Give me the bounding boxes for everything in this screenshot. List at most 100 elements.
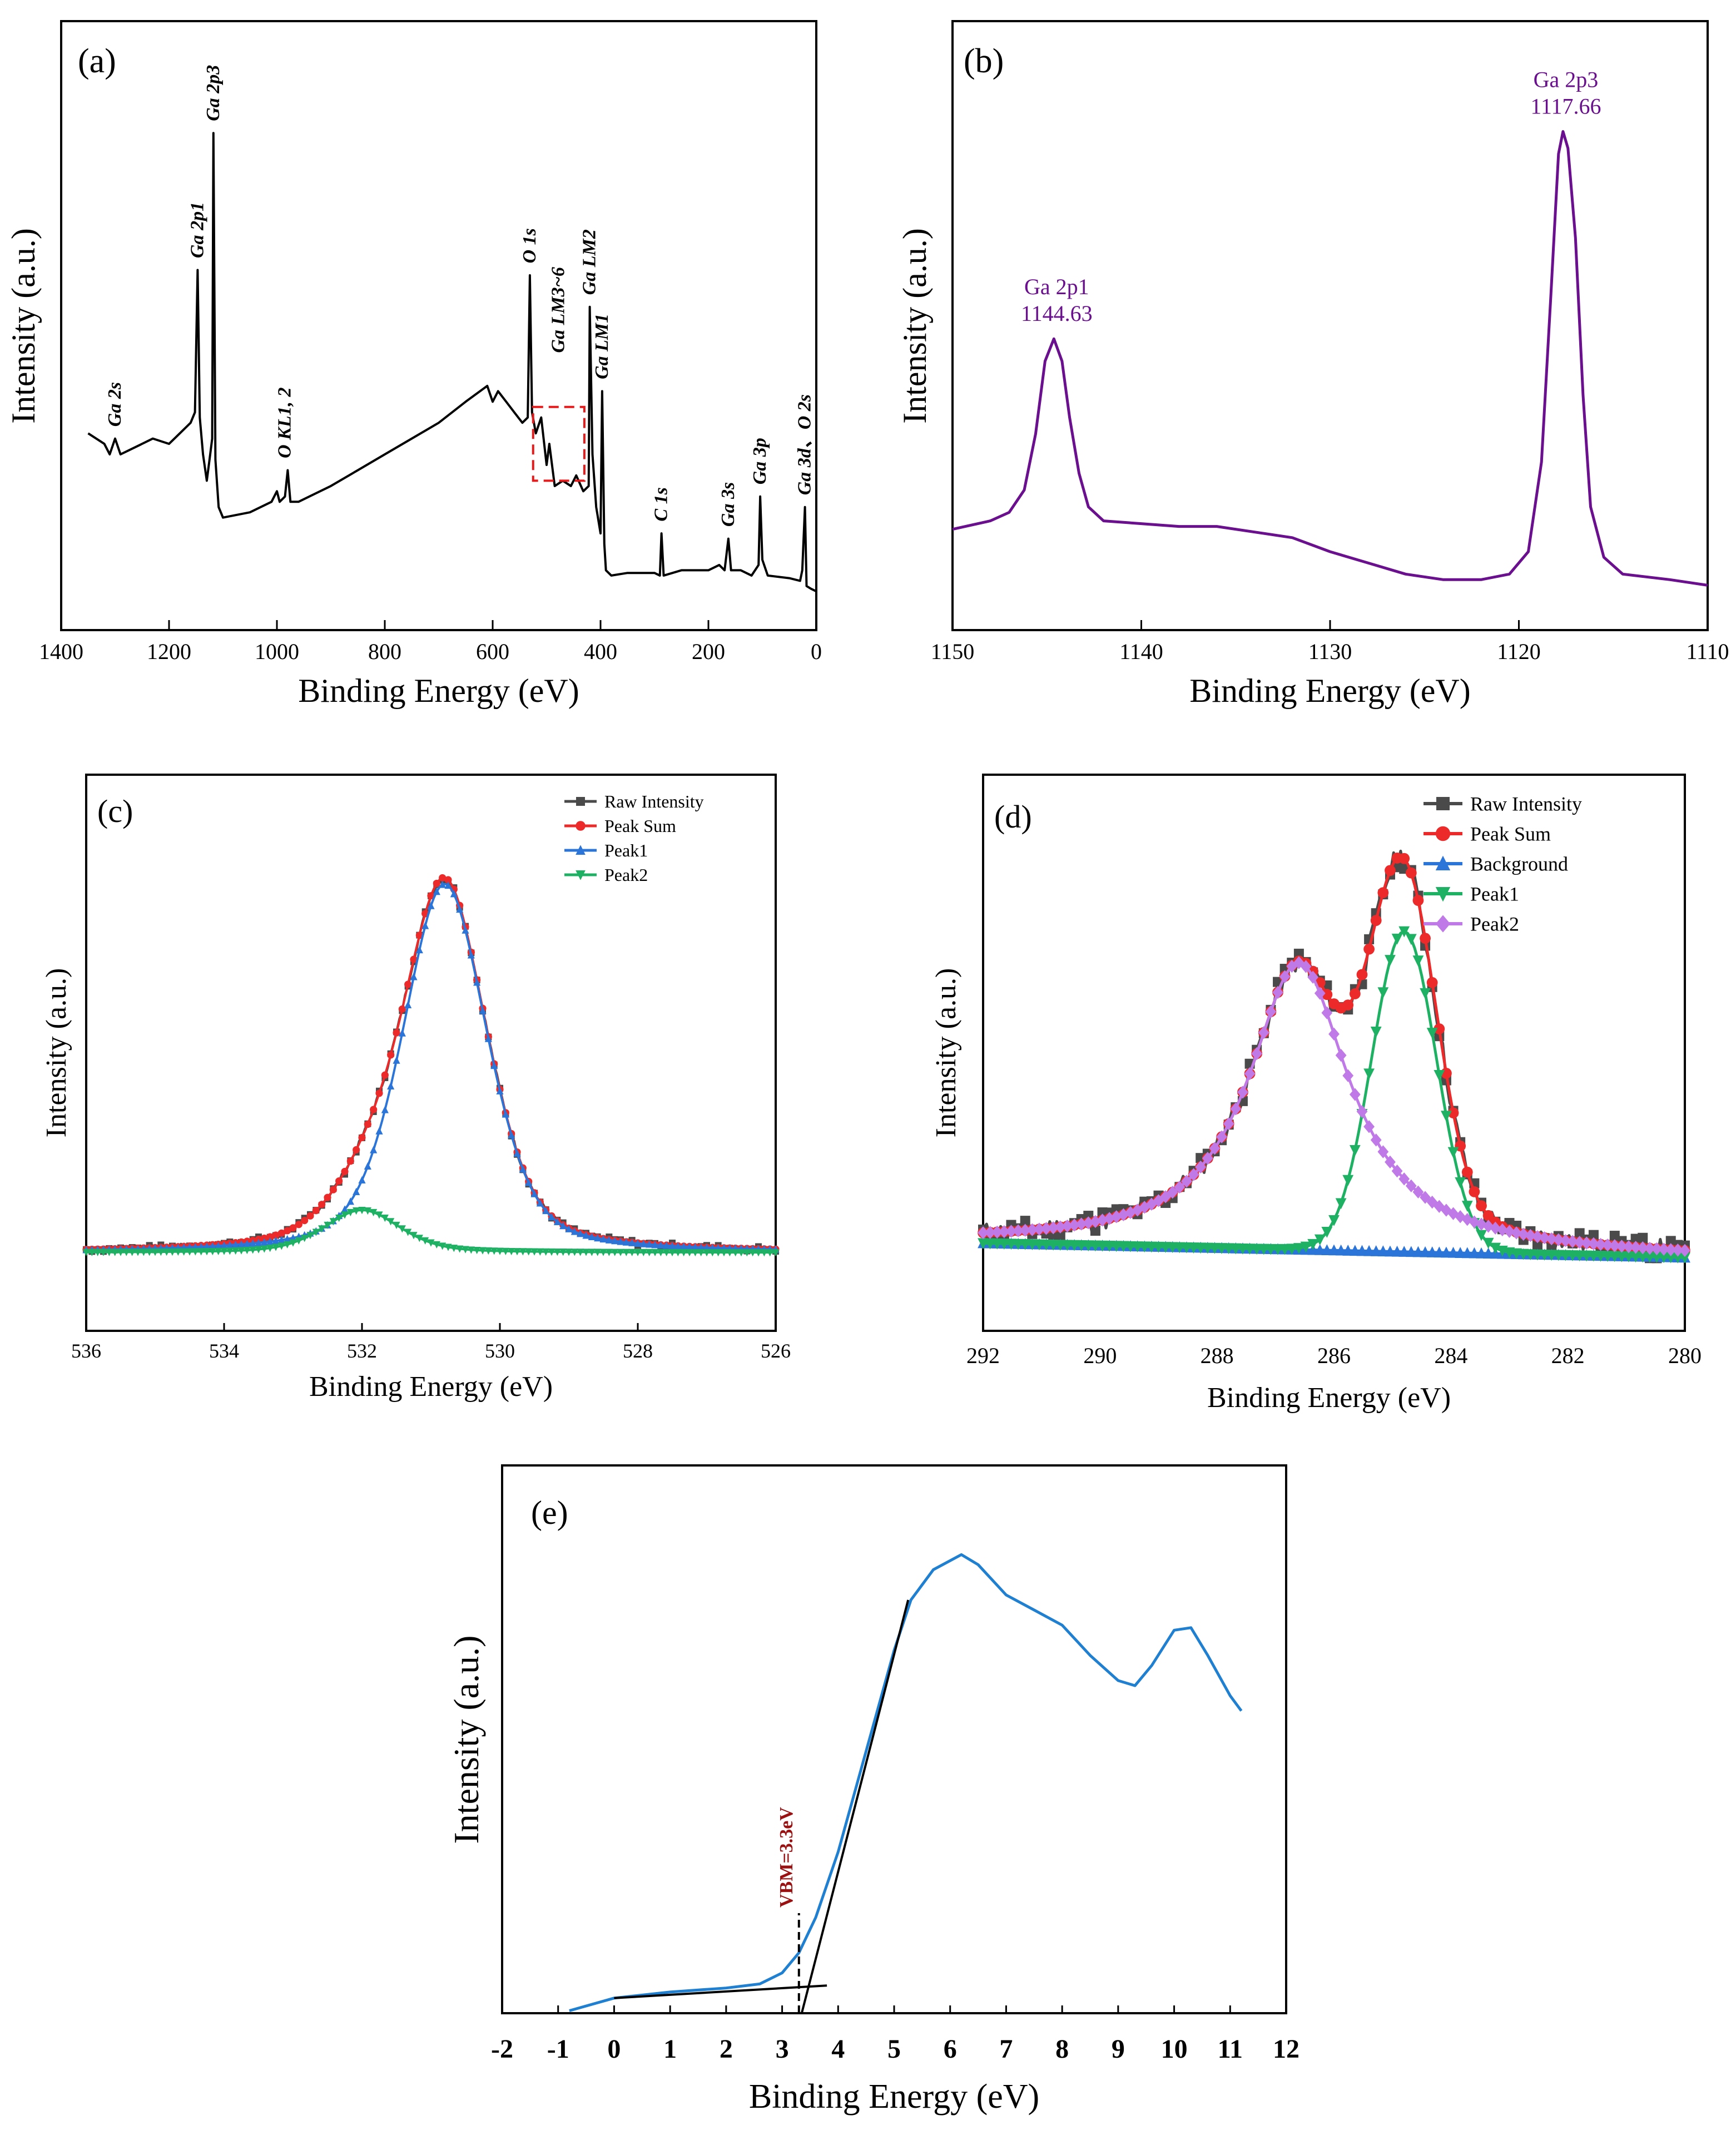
legend-item: Peak Sum	[564, 816, 676, 836]
data-point	[1616, 1240, 1628, 1253]
data-point	[1020, 1216, 1030, 1226]
data-point	[353, 1207, 360, 1215]
data-point	[433, 888, 440, 895]
data-point	[548, 1212, 555, 1221]
x-tick-label: 2	[720, 2034, 733, 2064]
data-point	[484, 1034, 492, 1042]
x-tick-label: 3	[776, 2034, 789, 2064]
data-point	[410, 955, 418, 963]
data-point	[651, 1249, 659, 1257]
data-point	[421, 1237, 429, 1245]
data-point	[726, 1249, 733, 1257]
data-point	[220, 1241, 228, 1249]
data-point	[639, 1240, 647, 1247]
data-point	[1482, 1247, 1494, 1259]
data-point	[1083, 1240, 1094, 1252]
data-point	[611, 1249, 619, 1256]
data-point	[542, 1206, 550, 1215]
x-tick-label: 1120	[1497, 639, 1541, 664]
x-axis-ticks: 1150 1140 1130 1120 1110	[931, 620, 1729, 664]
data-point	[191, 1248, 199, 1256]
x-tick-label: 200	[692, 639, 725, 664]
data-point	[375, 1127, 383, 1135]
data-point	[1665, 1243, 1677, 1256]
data-point	[272, 1244, 280, 1251]
data-point	[128, 1249, 136, 1256]
plot-frame	[982, 774, 1686, 1332]
data-point	[277, 1229, 285, 1237]
data-point	[559, 1221, 567, 1230]
data-point	[1420, 933, 1431, 944]
data-point	[1679, 1244, 1690, 1257]
data-point	[180, 1248, 188, 1256]
data-point	[542, 1248, 550, 1256]
data-point	[530, 1248, 538, 1256]
data-point	[720, 1249, 728, 1257]
data-point	[157, 1249, 165, 1256]
data-point	[1420, 1246, 1431, 1257]
data-point	[1447, 1246, 1459, 1258]
data-point	[1139, 1241, 1150, 1253]
data-point	[1342, 1175, 1354, 1186]
data-point	[439, 1242, 447, 1250]
data-point	[1349, 1245, 1361, 1256]
x-tick-label: 1	[663, 2034, 677, 2064]
data-point	[548, 1248, 555, 1256]
data-point	[617, 1249, 624, 1256]
data-point	[1420, 988, 1431, 999]
data-point	[1363, 943, 1375, 955]
legend-item: Peak1	[564, 840, 648, 860]
data-point	[1160, 1242, 1172, 1253]
data-point	[1230, 1243, 1242, 1255]
data-point	[1013, 1224, 1024, 1237]
data-point	[1441, 1246, 1452, 1258]
data-point	[1525, 1229, 1536, 1242]
data-point	[1090, 1240, 1101, 1252]
data-point	[1356, 969, 1368, 980]
data-point	[1104, 1241, 1115, 1252]
data-point	[1054, 1240, 1066, 1251]
data-point	[404, 980, 412, 988]
data-point	[387, 1082, 395, 1090]
data-point	[1441, 1111, 1452, 1122]
data-point	[1412, 955, 1424, 967]
data-point	[450, 1245, 458, 1252]
data-point	[375, 1211, 383, 1219]
data-point	[1132, 1203, 1143, 1217]
data-point	[237, 1240, 245, 1248]
x-tick-label: 286	[1317, 1343, 1351, 1368]
x-axis-label: Binding Energy (eV)	[309, 1371, 553, 1403]
x-tick-label: 400	[584, 639, 617, 664]
peak-position-label: 1144.63	[1021, 301, 1093, 326]
data-point	[284, 1241, 291, 1249]
data-point	[594, 1249, 602, 1256]
panel-label: (a)	[78, 42, 116, 80]
data-point	[1174, 1180, 1186, 1194]
data-point	[450, 890, 458, 898]
data-point	[346, 1197, 354, 1205]
data-point	[318, 1225, 326, 1233]
data-point	[1040, 1222, 1052, 1235]
y-axis-label: Intensity (a.u.)	[41, 968, 72, 1138]
data-point	[502, 1247, 509, 1255]
data-point	[1258, 1026, 1269, 1039]
data-point	[346, 1208, 354, 1217]
x-tick-label: 0	[811, 639, 822, 664]
data-point	[1062, 1240, 1073, 1251]
data-point	[1517, 1227, 1529, 1241]
data-point	[1272, 985, 1283, 999]
data-point	[1167, 1242, 1178, 1254]
data-point	[1426, 1195, 1438, 1209]
data-point	[978, 1226, 989, 1240]
peak-label: O KL1, 2	[275, 388, 295, 459]
x-axis-ticks: -2 -1 0 1 2 3 4 5 6 7 8 9 10 11 12	[491, 2005, 1299, 2064]
data-point	[502, 1110, 509, 1118]
data-point	[1539, 1231, 1550, 1245]
data-point	[646, 1240, 653, 1248]
data-point	[1588, 1237, 1599, 1251]
data-point	[260, 1238, 268, 1246]
data-point	[519, 1248, 527, 1256]
data-point	[1145, 1241, 1157, 1253]
data-point	[398, 1005, 406, 1013]
data-point	[1595, 1237, 1606, 1251]
